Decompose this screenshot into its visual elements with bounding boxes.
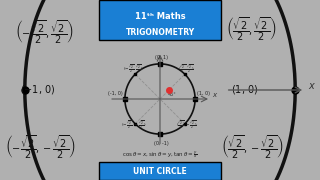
Text: $\left(-\dfrac{\sqrt{2}}{2},-\dfrac{\sqrt{2}}{2}\right)$: $\left(-\dfrac{\sqrt{2}}{2},-\dfrac{\sqr… xyxy=(5,134,76,161)
Text: $(-1,\,0)$: $(-1,\,0)$ xyxy=(20,84,56,96)
Text: (0, 1): (0, 1) xyxy=(155,55,168,60)
Text: $\left(\dfrac{\sqrt{2}}{2},\dfrac{\sqrt{2}}{2}\right)$: $\left(\dfrac{\sqrt{2}}{2},\dfrac{\sqrt{… xyxy=(226,15,276,43)
Text: $(-\frac{\sqrt{2}}{2}, \frac{\sqrt{2}}{2})$: $(-\frac{\sqrt{2}}{2}, \frac{\sqrt{2}}{2… xyxy=(123,64,144,75)
FancyBboxPatch shape xyxy=(99,162,221,180)
Text: x: x xyxy=(213,92,217,98)
Text: TRIGONOMETRY: TRIGONOMETRY xyxy=(125,28,195,37)
Text: $(\frac{\sqrt{2}}{2}, \frac{\sqrt{2}}{2})$: $(\frac{\sqrt{2}}{2}, \frac{\sqrt{2}}{2}… xyxy=(178,64,195,75)
Text: $(\frac{\sqrt{2}}{2}, -\frac{\sqrt{2}}{2})$: $(\frac{\sqrt{2}}{2}, -\frac{\sqrt{2}}{2… xyxy=(176,119,197,130)
Text: 45°: 45° xyxy=(168,92,176,97)
Text: $(1,\,0)$: $(1,\,0)$ xyxy=(231,84,259,96)
Text: (0, -1): (0, -1) xyxy=(154,141,169,146)
Text: $\cos\theta = x, \sin\theta = y, \tan\theta = \frac{y}{x}$: $\cos\theta = x, \sin\theta = y, \tan\th… xyxy=(122,149,198,160)
Text: (-1, 0): (-1, 0) xyxy=(108,91,123,96)
Text: $\left(\dfrac{\sqrt{2}}{2},-\dfrac{\sqrt{2}}{2}\right)$: $\left(\dfrac{\sqrt{2}}{2},-\dfrac{\sqrt… xyxy=(221,134,284,161)
Text: UNIT CIRCLE: UNIT CIRCLE xyxy=(133,167,187,176)
Text: x: x xyxy=(308,81,314,91)
Text: $\left(-\dfrac{\sqrt{2}}{2},\dfrac{\sqrt{2}}{2}\right)$: $\left(-\dfrac{\sqrt{2}}{2},\dfrac{\sqrt… xyxy=(15,19,74,46)
Text: (1, 0): (1, 0) xyxy=(197,91,210,96)
Text: 11ᵗʰ Maths: 11ᵗʰ Maths xyxy=(135,12,185,21)
Text: $(-\frac{\sqrt{2}}{2}, -\frac{\sqrt{2}}{2})$: $(-\frac{\sqrt{2}}{2}, -\frac{\sqrt{2}}{… xyxy=(121,119,146,130)
FancyBboxPatch shape xyxy=(99,0,221,40)
